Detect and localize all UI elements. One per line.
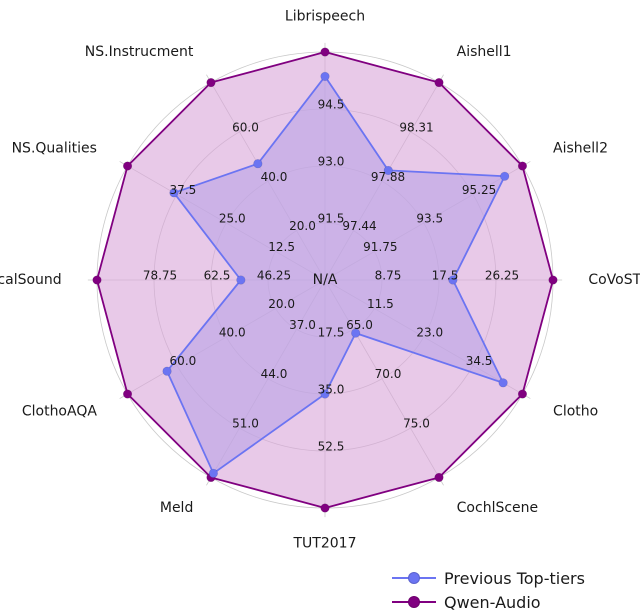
data-point-previous-top-tiers-meld [208, 468, 218, 478]
axis-label-clothoaqa: ClothoAQA [22, 404, 98, 420]
data-point-qwen-audio-covost2 [548, 275, 558, 285]
tick-label-librispeech-1: 91.5 [318, 212, 345, 226]
axis-label-aishell2: Aishell2 [553, 140, 608, 156]
tick-label-aishell2-1: 91.75 [363, 240, 397, 254]
tick-label-ns-qualities-1: 12.5 [268, 240, 295, 254]
tick-label-ns-qualities-3: 37.5 [170, 183, 197, 197]
data-point-qwen-audio-clotho [517, 389, 528, 399]
tick-label-tut2017-2: 35.0 [318, 383, 345, 397]
tick-label-covost2-2: 17.5 [432, 269, 459, 283]
tick-label-librispeech-3: 94.5 [318, 98, 345, 112]
data-point-previous-top-tiers-cochlscene [351, 328, 361, 338]
tick-label-tut2017-1: 17.5 [318, 326, 345, 340]
tick-label-clothoaqa-1: 20.0 [268, 297, 295, 311]
tick-label-aishell2-3: 95.25 [462, 183, 496, 197]
data-point-previous-top-tiers-aishell2 [500, 171, 510, 181]
tick-label-meld-1: 37.0 [289, 318, 316, 332]
axis-label-cochlscene: CochlScene [457, 500, 538, 516]
data-point-previous-top-tiers-aishell1 [383, 165, 393, 176]
tick-label-librispeech-2: 93.0 [318, 155, 345, 169]
tick-label-aishell2-2: 93.5 [416, 212, 443, 226]
tick-label-ns-instrucment-2: 40.0 [261, 170, 288, 184]
axis-label-meld: Meld [160, 500, 193, 516]
axis-label-ns-qualities: NS.Qualities [12, 140, 97, 156]
radar-series [92, 47, 558, 513]
tick-label-covost2-3: 26.25 [485, 269, 519, 283]
tick-label-clotho-3: 34.5 [466, 354, 493, 368]
data-point-previous-top-tiers-tut2017 [320, 389, 330, 399]
legend-marker-qwen-audio [392, 592, 436, 612]
tick-label-cochlscene-1: 65.0 [346, 318, 373, 332]
tick-label-ns-instrucment-3: 60.0 [232, 120, 259, 134]
tick-label-vocalsound-1: 46.25 [257, 269, 291, 283]
data-point-previous-top-tiers-vocalsound [236, 275, 246, 285]
legend-item-previous-top-tiers: Previous Top-tiers [392, 566, 585, 590]
data-point-qwen-audio-aishell1 [434, 77, 444, 88]
data-point-qwen-audio-clothoaqa [122, 389, 133, 399]
legend-label-qwen-audio: Qwen-Audio [444, 592, 541, 612]
tick-label-ns-qualities-2: 25.0 [219, 212, 246, 226]
tick-label-vocalsound-3: 78.75 [143, 269, 177, 283]
tick-label-clotho-1: 11.5 [367, 297, 394, 311]
tick-label-meld-2: 44.0 [261, 367, 288, 381]
chart-legend: Previous Top-tiers Qwen-Audio [392, 566, 585, 614]
center-label: N/A [313, 272, 338, 288]
data-point-qwen-audio-ns-instrucment [206, 77, 216, 88]
tick-label-vocalsound-2: 62.5 [204, 269, 231, 283]
tick-label-aishell1-3: 98.31 [399, 120, 433, 134]
data-point-qwen-audio-aishell2 [517, 161, 528, 171]
tick-label-clothoaqa-3: 60.0 [170, 354, 197, 368]
tick-label-cochlscene-2: 70.0 [375, 367, 402, 381]
tick-label-meld-3: 51.0 [232, 417, 259, 431]
legend-marker-previous-top-tiers [392, 568, 436, 588]
axis-label-ns-instrucment: NS.Instrucment [85, 44, 194, 60]
axis-label-aishell1: Aishell1 [457, 44, 512, 60]
data-point-previous-top-tiers-clothoaqa [162, 366, 172, 376]
tick-label-clotho-2: 23.0 [416, 326, 443, 340]
axis-label-librispeech: Librispeech [285, 9, 365, 25]
tick-label-covost2-1: 8.75 [375, 269, 402, 283]
axis-label-tut2017: TUT2017 [293, 535, 357, 551]
axis-labels: Librispeech Aishell1 Aishell2 CoVoST2 Clotho… [0, 9, 640, 552]
legend-item-qwen-audio: Qwen-Audio [392, 590, 585, 614]
data-point-previous-top-tiers-librispeech [320, 71, 330, 81]
axis-label-clotho: Clotho [553, 404, 598, 420]
data-point-qwen-audio-cochlscene [434, 472, 444, 483]
tick-label-ns-instrucment-1: 20.0 [289, 219, 316, 233]
tick-label-cochlscene-3: 75.0 [403, 417, 430, 431]
data-point-previous-top-tiers-covost2 [448, 275, 458, 285]
axis-label-vocalsound: VocalSound [0, 272, 62, 288]
legend-label-previous-top-tiers: Previous Top-tiers [444, 568, 585, 588]
data-point-qwen-audio-tut2017 [320, 503, 330, 513]
tick-label-tut2017-3: 52.5 [318, 440, 345, 454]
data-point-previous-top-tiers-ns-qualities [169, 188, 179, 198]
data-point-previous-top-tiers-ns-instrucment [253, 159, 263, 169]
radial-tick-labels: 91.5 93.0 94.5 97.44 97.88 98.31 91.75 93.5 95.2… [143, 98, 519, 454]
tick-label-clothoaqa-2: 40.0 [219, 326, 246, 340]
data-point-qwen-audio-librispeech [320, 47, 330, 57]
tick-label-aishell1-2: 97.88 [371, 170, 405, 184]
tick-label-aishell1-1: 97.44 [342, 219, 376, 233]
axis-label-covost2: CoVoST2 [588, 272, 640, 288]
data-point-previous-top-tiers-clotho [498, 378, 508, 388]
data-point-qwen-audio-ns-qualities [122, 161, 133, 171]
data-point-qwen-audio-vocalsound [92, 275, 102, 285]
